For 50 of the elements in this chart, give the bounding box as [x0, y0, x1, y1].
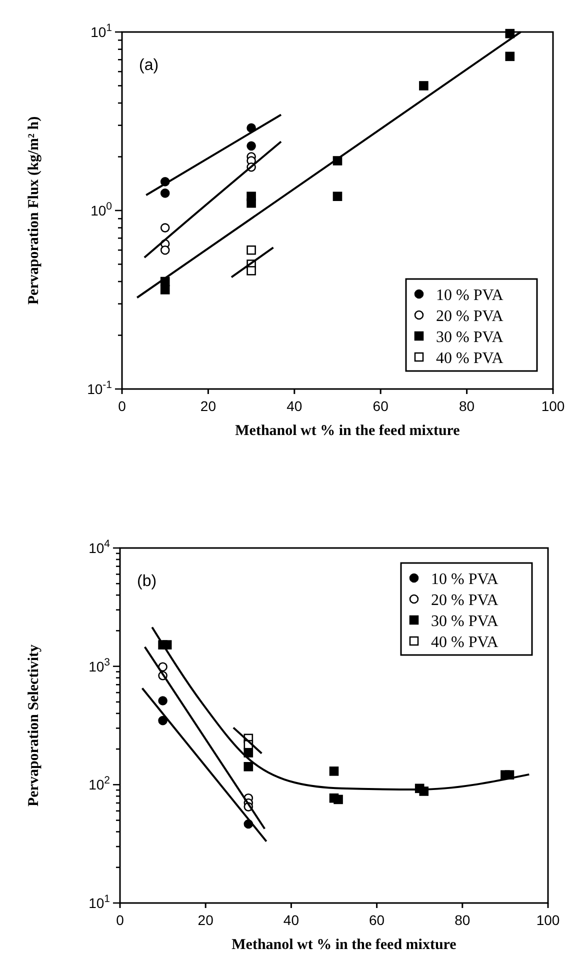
y-tick-label: 10$^{3}$ [88, 656, 110, 674]
point [160, 245, 170, 255]
x-tick-label: 60 [372, 398, 389, 414]
x-tick-label: 0 [116, 912, 124, 928]
point [246, 141, 256, 151]
y-tick-label: 10$^{2}$ [88, 774, 110, 793]
point [160, 188, 170, 198]
y-tick-label: 10$^{-1}$ [87, 379, 112, 397]
y-axis-title: Pervaporation Flux (kg/m² h) [26, 116, 42, 305]
x-tick-label: 100 [536, 912, 560, 928]
point [329, 766, 339, 776]
legend-label: 10 % PVA [436, 287, 504, 304]
y-tick-label: 10$^{1}$ [90, 22, 112, 40]
x-tick-label: 40 [283, 912, 300, 928]
y-tick-label: 10$^{4}$ [88, 538, 110, 556]
legend-label: 10 % PVA [431, 571, 499, 588]
legend-label: 20 % PVA [431, 592, 499, 609]
x-tick-label: 80 [459, 398, 475, 414]
point [505, 28, 515, 38]
x-tick-label: 80 [454, 912, 470, 928]
point [334, 794, 343, 804]
annotation: (a) [139, 57, 159, 74]
x-axis-title: Methanol wt % in the feed mixture [235, 423, 460, 439]
point [246, 198, 256, 208]
annotation: (b) [137, 573, 157, 590]
x-axis-title: Methanol wt % in the feed mixture [232, 937, 457, 953]
point [246, 266, 256, 276]
x-tick-label: 40 [286, 398, 302, 414]
y-tick-label: 10$^{0}$ [90, 200, 112, 218]
y-axis-title: Pervaporation Selectivity [26, 644, 42, 807]
x-tick-label: 60 [369, 912, 385, 928]
point [419, 81, 428, 90]
point [505, 52, 515, 62]
x-tick-label: 100 [541, 398, 565, 414]
x-tick-label: 20 [200, 398, 216, 414]
point [246, 245, 256, 255]
point [160, 223, 170, 232]
point [158, 716, 168, 726]
point [244, 762, 254, 772]
point [158, 696, 168, 706]
point [332, 192, 342, 202]
x-tick-label: 20 [198, 912, 214, 928]
x-tick-label: 0 [118, 398, 126, 414]
y-tick-label: 10$^{1}$ [88, 893, 110, 911]
legend-label: 40 % PVA [431, 634, 499, 651]
legend-label: 20 % PVA [436, 308, 504, 325]
point [160, 285, 170, 294]
legend-label: 30 % PVA [436, 329, 504, 346]
legend-label: 30 % PVA [431, 613, 499, 630]
legend-label: 40 % PVA [436, 350, 504, 367]
